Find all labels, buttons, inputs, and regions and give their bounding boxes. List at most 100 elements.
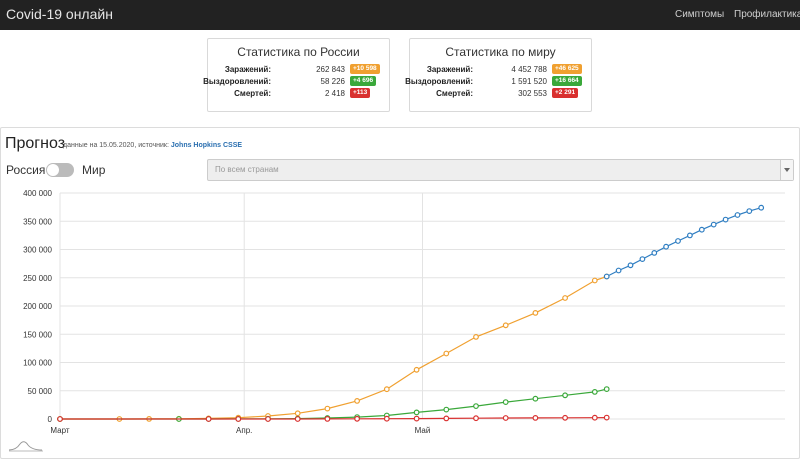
data-point [532,309,539,316]
data-point [324,405,331,412]
data-point [651,249,658,256]
y-tick-label: 50 000 [28,387,53,396]
deaths-delta-badge: +2 291 [552,88,579,98]
recovered-delta-badge: +16 664 [552,76,582,86]
data-point [294,410,301,417]
data-point [235,416,242,422]
chevron-down-icon[interactable] [780,160,793,180]
data-point [710,221,717,228]
data-point [443,406,450,413]
data-point [615,267,622,274]
infected-delta-badge: +10 598 [350,64,380,74]
data-point [675,238,681,244]
data-point [413,409,420,416]
data-point [205,416,212,422]
data-point [603,386,610,393]
mini-chart-icon[interactable] [8,440,44,452]
data-point [324,415,331,422]
data-point [443,415,450,422]
series-line [60,388,607,420]
forecast-title: Прогноз [5,135,66,152]
infected-label: Заражений: [426,65,473,74]
brand-title[interactable]: Covid-19 онлайн [6,6,113,22]
russia-deaths-row: Смертей: 2 418 +113 [208,88,389,100]
data-point [562,295,568,301]
toggle-knob [47,164,59,176]
data-point [473,403,479,410]
data-point [746,208,753,215]
world-infected-row: Заражений: 4 452 788 +46 625 [410,64,591,76]
deaths-value: 302 553 [518,89,547,98]
world-stats-card: Статистика по миру Заражений: 4 452 788 … [405,38,592,112]
y-tick-label: 350 000 [23,217,52,226]
top-navbar: Covid-19 онлайн Симптомы Профилактика [0,0,800,30]
nav-link-symptoms[interactable]: Симптомы [675,9,725,20]
x-tick-label: Май [415,426,431,435]
data-point [265,416,271,422]
y-tick-label: 250 000 [23,274,52,283]
infected-value: 4 452 788 [511,65,547,74]
forecast-panel [0,127,800,459]
forecast-chart: 0 50 000 100 000 150 000 200 000 250 000 300 0… [23,189,785,435]
region-toggle[interactable] [46,163,74,177]
country-select[interactable]: По всем странам [207,159,794,181]
recovered-delta-badge: +4 696 [350,76,377,86]
data-point [532,414,539,421]
data-point [687,232,693,239]
data-point [354,397,361,404]
infected-value: 262 843 [316,65,345,74]
data-point [603,273,610,280]
deaths-label: Смертей: [234,89,271,98]
y-tick-label: 300 000 [23,246,52,255]
data-point [57,416,63,422]
source-link[interactable]: Johns Hopkins CSSE [170,142,243,149]
y-tick-label: 0 [48,415,53,424]
russia-stats-title: Статистика по России [237,45,360,59]
data-point [698,226,705,233]
deaths-value: 2 418 [324,89,345,98]
toggle-label-world: Мир [82,163,106,177]
x-tick-label: Апр. [236,426,252,435]
y-tick-label: 200 000 [23,302,52,311]
data-point [473,415,479,422]
deaths-delta-badge: +113 [350,88,371,98]
deaths-label: Смертей: [436,89,473,98]
data-point [591,388,598,395]
world-stats-title: Статистика по миру [445,45,556,59]
country-select-placeholder: По всем странам [215,165,279,174]
data-point [734,212,741,218]
y-tick-label: 150 000 [23,330,52,339]
data-point [294,416,301,422]
russia-stats-card: Статистика по России Заражений: 262 843 … [203,38,390,112]
data-point [502,399,509,406]
russia-recovered-row: Выздоровлений: 58 226 +4 696 [203,76,389,88]
series-line [60,417,607,420]
data-point [562,414,568,421]
data-point [627,262,634,269]
world-deaths-row: Смертей: 302 553 +2 291 [410,88,591,100]
toggle-label-russia: Россия [6,163,46,177]
nav-link-prevention[interactable]: Профилактика [734,9,800,20]
data-point [502,415,509,421]
data-point [663,243,669,250]
y-tick-label: 400 000 [23,189,52,198]
data-point [413,415,420,422]
data-point [591,414,598,421]
data-point [603,414,610,421]
recovered-value: 1 591 520 [511,77,547,86]
data-point [473,333,479,340]
series-line [60,275,607,420]
data-point [591,277,598,284]
world-recovered-row: Выздоровлений: 1 591 520 +16 664 [405,76,591,88]
infected-delta-badge: +46 625 [552,64,582,74]
recovered-label: Выздоровлений: [203,77,271,86]
data-point [639,256,646,262]
data-point [502,322,509,329]
recovered-value: 58 226 [320,77,345,86]
data-point [443,350,450,357]
y-tick-label: 100 000 [23,359,52,368]
russia-infected-row: Заражений: 262 843 +10 598 [208,64,389,76]
recovered-label: Выздоровлений: [405,77,473,86]
data-point [562,392,568,399]
data-point [413,366,420,373]
